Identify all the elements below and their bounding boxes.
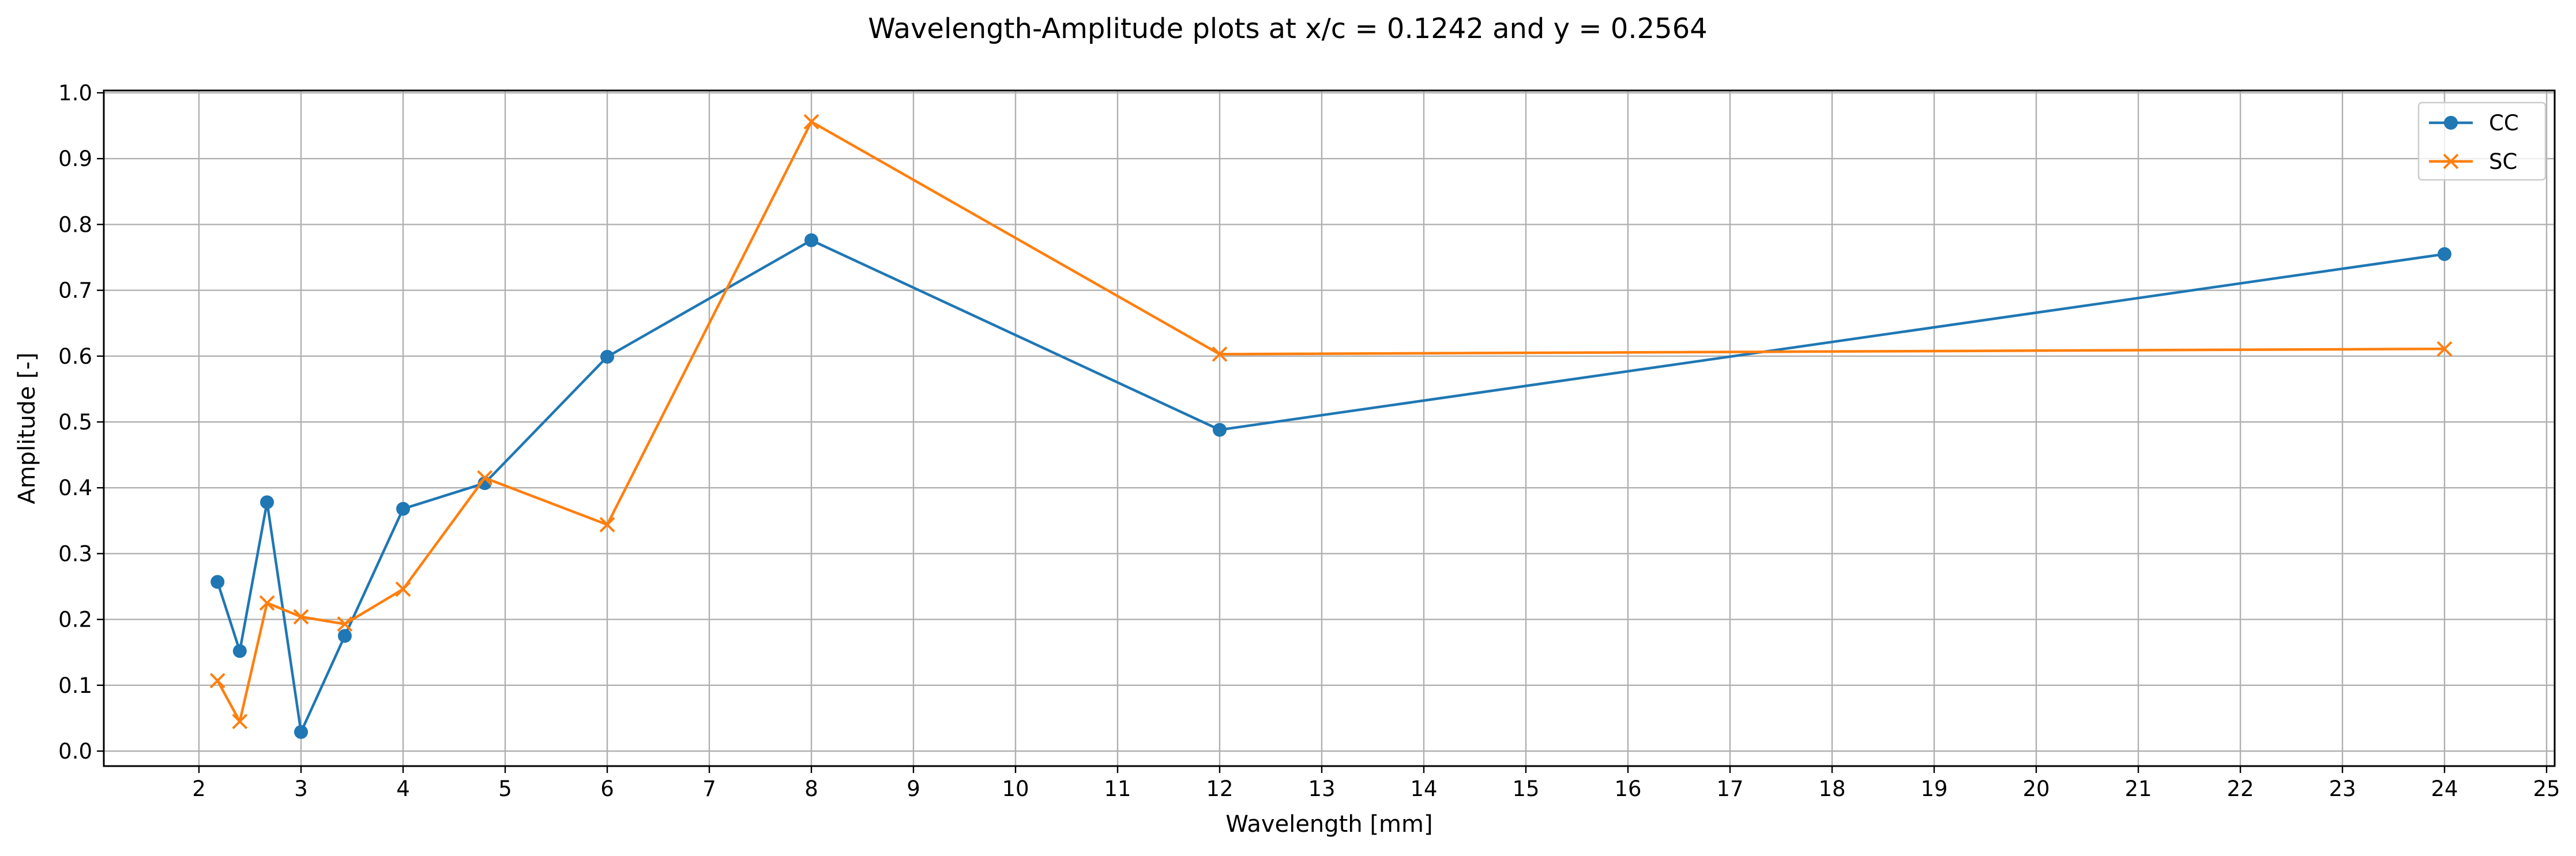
x-tick-label: 9	[907, 776, 920, 801]
x-tick-label: 15	[1512, 776, 1539, 801]
legend-item-sc: SC	[2429, 149, 2517, 174]
x-tick-label: 20	[2022, 776, 2049, 801]
data-point-cc	[600, 349, 614, 364]
y-tick-label: 0.1	[58, 673, 92, 698]
x-tick-label: 22	[2227, 776, 2254, 801]
x-tick-label: 8	[804, 776, 818, 801]
y-tick-label: 0.7	[58, 278, 92, 303]
y-tick-label: 0.4	[58, 476, 92, 500]
x-tick-label: 23	[2329, 776, 2356, 801]
series-sc	[209, 114, 2453, 730]
grid-lines	[104, 90, 2555, 766]
x-tick-label: 19	[1920, 776, 1947, 801]
x-tick-label: 17	[1716, 776, 1743, 801]
data-point-cc	[337, 629, 352, 643]
series-line-cc	[216, 239, 2445, 734]
series-cc	[210, 233, 2451, 739]
data-point-sc	[395, 581, 411, 597]
x-tick-label: 3	[294, 776, 308, 801]
data-point-sc	[599, 516, 615, 533]
legend-item-cc: CC	[2429, 111, 2519, 135]
x-tick-label: 14	[1410, 776, 1437, 801]
chart-title: Wavelength-Amplitude plots at x/c = 0.12…	[868, 13, 1708, 45]
data-point-cc	[1213, 423, 1227, 437]
data-point-cc	[2438, 247, 2451, 261]
data-point-sc	[1212, 346, 1228, 362]
data-point-sc	[259, 595, 275, 611]
y-tick-label: 0.6	[58, 344, 92, 369]
y-axis-title: Amplitude [-]	[14, 352, 40, 504]
data-point-sc	[337, 616, 353, 632]
legend-label-sc: SC	[2489, 149, 2517, 174]
x-tick-label: 11	[1104, 776, 1131, 801]
axis-ticks: 2 3 4 5 6 7 8 9 10 11 12 13 14 15 16 17 18 19 20 21 22 23 24 25…	[58, 81, 2560, 801]
data-point-cc	[210, 575, 225, 589]
x-tick-label: 2	[192, 776, 206, 801]
y-tick-label: 0.5	[58, 410, 92, 435]
x-tick-label: 24	[2431, 776, 2458, 801]
series-lines	[209, 114, 2453, 739]
data-point-cc	[396, 501, 410, 516]
x-tick-label: 21	[2124, 776, 2152, 801]
x-tick-label: 7	[702, 776, 716, 801]
x-tick-label: 4	[396, 776, 410, 801]
data-point-cc	[804, 233, 818, 247]
x-axis-title: Wavelength [mm]	[1225, 811, 1432, 838]
x-tick-label: 6	[600, 776, 614, 801]
data-point-cc	[232, 644, 247, 658]
data-point-cc	[260, 495, 274, 510]
data-point-cc	[294, 725, 308, 739]
y-tick-label: 0.8	[58, 212, 92, 237]
x-tick-label: 16	[1614, 776, 1641, 801]
y-tick-label: 0.2	[58, 608, 92, 632]
plot-frame	[103, 89, 2556, 767]
x-tick-label: 25	[2533, 776, 2560, 801]
legend-label-cc: CC	[2489, 111, 2519, 135]
legend-box	[2417, 101, 2547, 181]
y-tick-label: 0.0	[58, 739, 92, 764]
legend-marker-sc	[2443, 153, 2459, 169]
x-tick-label: 5	[498, 776, 512, 801]
legend-marker-cc	[2444, 116, 2458, 130]
y-tick-label: 0.3	[58, 541, 92, 566]
data-point-sc	[293, 609, 309, 625]
y-tick-label: 0.9	[58, 146, 92, 171]
x-tick-label: 10	[1002, 776, 1029, 801]
y-tick-label: 1.0	[58, 81, 92, 105]
x-tick-label: 18	[1818, 776, 1845, 801]
x-tick-label: 13	[1308, 776, 1335, 801]
legend: CC SC	[2417, 101, 2547, 181]
data-point-sc	[232, 714, 248, 730]
x-tick-label: 12	[1206, 776, 1233, 801]
data-point-sc	[477, 470, 493, 486]
data-point-sc	[803, 114, 819, 130]
data-point-sc	[209, 673, 225, 689]
data-point-sc	[2436, 341, 2453, 357]
